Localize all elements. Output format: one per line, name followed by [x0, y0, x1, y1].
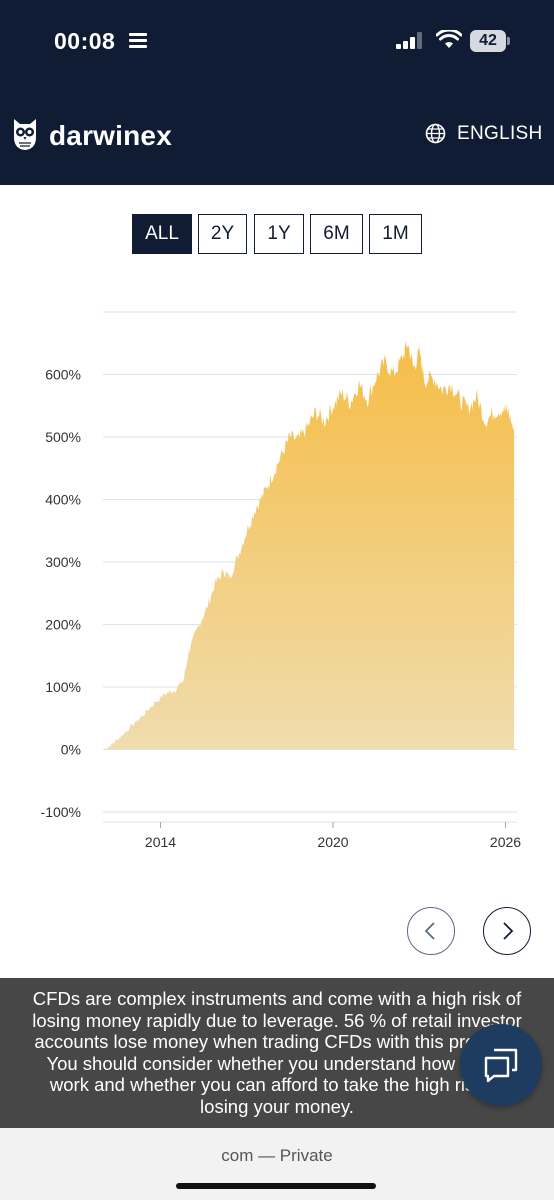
- equity-area: [104, 341, 515, 750]
- language-selector[interactable]: ENGLISH: [457, 123, 543, 144]
- globe-icon[interactable]: [425, 123, 446, 144]
- battery-tip: [507, 37, 510, 45]
- disclaimer-line: work and whether you can afford to take …: [49, 1074, 505, 1095]
- browser-url-bar[interactable]: com — Private: [0, 1128, 554, 1200]
- url-text[interactable]: com — Private: [221, 1146, 333, 1165]
- x-tick-label: 2020: [317, 834, 348, 850]
- disclaimer-line: CFDs are complex instruments and come wi…: [32, 988, 522, 1009]
- battery-indicator: 42: [470, 30, 506, 52]
- range-button-1y[interactable]: 1Y: [254, 214, 304, 254]
- brand-name[interactable]: darwinex: [49, 120, 172, 151]
- x-tick-label: 2014: [145, 834, 176, 850]
- y-tick-label: 400%: [45, 492, 81, 508]
- chevron-left-icon: [424, 922, 435, 940]
- focus-list-icon: [129, 33, 147, 49]
- range-button-all[interactable]: ALL: [132, 214, 192, 254]
- owl-logo-icon[interactable]: [11, 117, 39, 151]
- y-tick-label: 500%: [45, 429, 81, 445]
- performance-chart: 600% 500% 400% 300% 200% 100% 0% -100% 2014 2020 2…: [41, 311, 521, 850]
- range-button-6m[interactable]: 6M: [310, 214, 363, 254]
- disclaimer-line: losing your money.: [200, 1095, 354, 1117]
- status-time: 00:08: [54, 28, 116, 54]
- disclaimer-line: accounts lose money when trading CFDs wi…: [34, 1031, 520, 1052]
- wifi-icon: [436, 30, 462, 48]
- range-button-2y[interactable]: 2Y: [198, 214, 247, 254]
- x-tick-label: 2026: [490, 834, 521, 850]
- y-tick-label: 0%: [61, 742, 81, 758]
- home-indicator[interactable]: [176, 1183, 376, 1189]
- disclaimer-line: You should consider whether you understa…: [46, 1052, 508, 1074]
- y-tick-label: 100%: [45, 679, 81, 695]
- chevron-right-icon: [503, 922, 514, 940]
- y-tick-label: 600%: [45, 367, 81, 383]
- cellular-signal-icon: [396, 31, 426, 49]
- chat-icon: [484, 1048, 518, 1083]
- chat-button[interactable]: [460, 1024, 542, 1106]
- y-tick-label: 300%: [45, 554, 81, 570]
- y-tick-label: 200%: [45, 617, 81, 633]
- site-header: 00:08 42 darwinex: [0, 0, 554, 185]
- next-button[interactable]: [483, 907, 531, 955]
- disclaimer-line: losing money rapidly due to leverage. 56…: [32, 1009, 522, 1031]
- range-button-1m[interactable]: 1M: [369, 214, 422, 254]
- previous-button[interactable]: [407, 907, 455, 955]
- y-tick-label: -100%: [41, 804, 81, 820]
